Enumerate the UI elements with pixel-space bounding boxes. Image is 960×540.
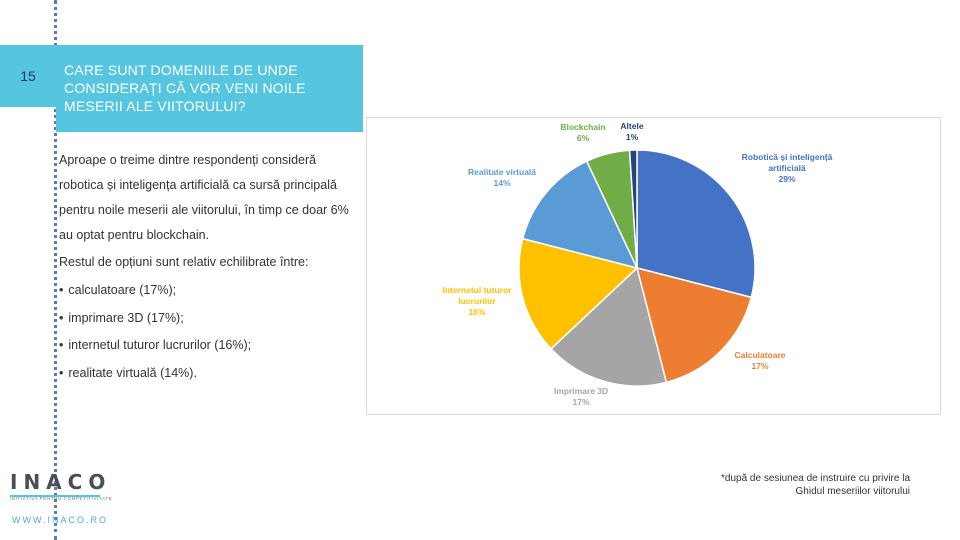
slice-value-label: 16%	[468, 307, 485, 317]
bullet-item: realitate virtuală (14%).	[59, 360, 349, 388]
logo-wordmark: INACO	[10, 470, 112, 494]
website-link[interactable]: WWW.INACO.RO	[12, 515, 108, 525]
pie-slice-3	[518, 237, 639, 350]
pie-slice-4	[521, 160, 639, 270]
bullet-item: imprimare 3D (17%);	[59, 305, 349, 333]
footnote-line-1: *după de sesiunea de instruire cu privir…	[721, 473, 910, 484]
slice-value-label: 29%	[778, 174, 795, 184]
slice-value-label: 17%	[572, 397, 589, 407]
footnote: *după de sesiunea de instruire cu privir…	[721, 472, 910, 498]
pie-slice-6	[628, 149, 638, 269]
slice-label: Calculatoare	[734, 350, 785, 360]
bullet-list: calculatoare (17%); imprimare 3D (17%); …	[59, 277, 349, 387]
pie-slice-0	[636, 149, 756, 299]
footnote-line-2: Ghidul meseriilor viitorului	[795, 486, 910, 497]
slice-value-label: 1%	[626, 132, 639, 142]
slice-value-label: 14%	[493, 178, 510, 188]
dotted-divider	[54, 0, 57, 540]
slice-label: Imprimare 3D	[554, 386, 608, 396]
slice-value-label: 6%	[577, 133, 590, 143]
slice-label: Internetul tuturor lucrurilor	[443, 285, 513, 306]
pie-slice-2	[549, 266, 668, 387]
slice-label: Realitate virtuală	[468, 167, 536, 177]
pie-chart: Robotică și inteligență artificială 29% Cal…	[366, 117, 941, 415]
body-text: Aproape o treime dintre respondenți cons…	[59, 148, 349, 387]
slice-value-label: 17%	[751, 361, 768, 371]
slide-title: CARE SUNT DOMENIILE DE UNDE CONSIDERAȚI …	[56, 45, 363, 132]
logo-tagline: INITIATIVA PENTRU COMPETITIVITATE	[10, 496, 113, 501]
slice-label: Altele	[620, 121, 643, 131]
body-paragraph-1: Aproape o treime dintre respondenți cons…	[59, 153, 349, 242]
slide-number: 15	[0, 45, 56, 107]
inaco-logo: INACO INITIATIVA PENTRU COMPETITIVITATE	[10, 470, 113, 501]
bullet-item: internetul tuturor lucrurilor (16%);	[59, 332, 349, 360]
body-paragraph-2: Restul de opțiuni sunt relativ echilibra…	[59, 255, 309, 269]
pie-slice-1	[635, 266, 753, 384]
logo-accent-line	[10, 495, 100, 497]
slice-label: Blockchain	[560, 122, 605, 132]
bullet-item: calculatoare (17%);	[59, 277, 349, 305]
slice-label: Robotică și inteligență artificială	[742, 152, 833, 173]
